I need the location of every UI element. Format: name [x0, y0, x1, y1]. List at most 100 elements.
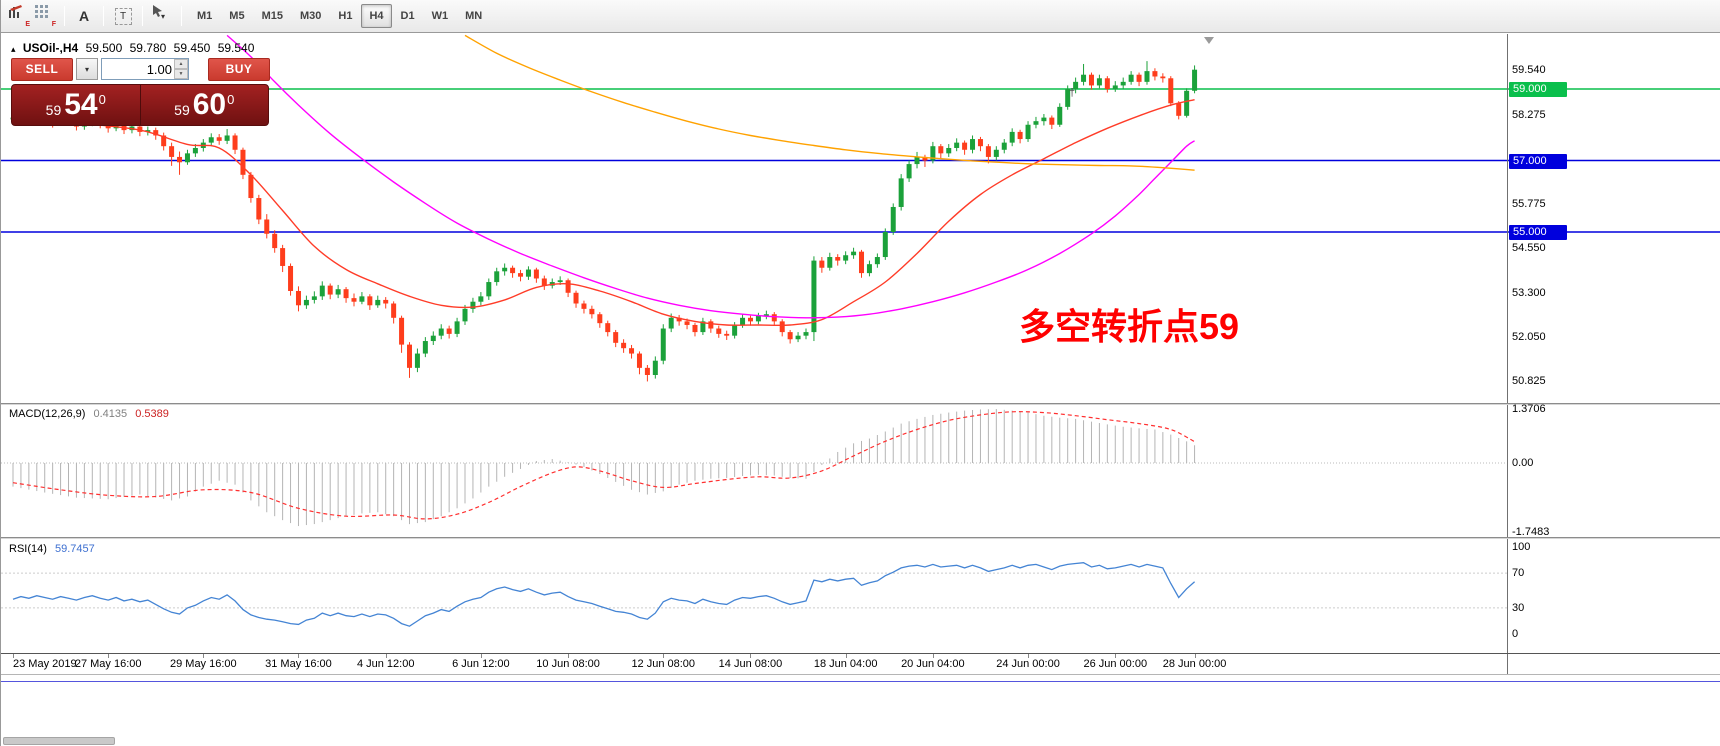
- time-tick: [568, 654, 570, 658]
- time-axis-label: 14 Jun 08:00: [718, 658, 783, 670]
- time-axis[interactable]: 23 May 2019 27 May 16:00 29 May 16:00 31 Ma…: [1, 654, 1720, 674]
- macd-signal-line: [12, 411, 1195, 520]
- price-axis-label: 50.825: [1512, 375, 1546, 388]
- time-axis-label: 31 May 16:00: [265, 658, 332, 670]
- buy-price-display[interactable]: 59 60 0: [139, 85, 269, 125]
- macd-value-main: 0.4135: [93, 408, 128, 420]
- timeframe-button-W1[interactable]: W1: [431, 10, 449, 22]
- time-axis-label: 26 Jun 00:00: [1083, 658, 1148, 670]
- time-axis-label: 4 Jun 12:00: [356, 658, 415, 670]
- price-axis-label: 53.300: [1512, 286, 1546, 299]
- macd-panel[interactable]: [1, 405, 1720, 537]
- rsi-line: [12, 562, 1196, 627]
- grid-icon: [35, 5, 48, 18]
- volume-input[interactable]: [101, 58, 189, 80]
- cursor-icon: [153, 5, 162, 17]
- timeframe-button-M15[interactable]: M15: [261, 10, 283, 22]
- time-tick: [298, 654, 300, 658]
- time-axis-label: 20 Jun 04:00: [901, 658, 965, 670]
- time-tick: [385, 654, 387, 658]
- macd-histogram: [12, 409, 1196, 527]
- icon-sub-e: E: [25, 21, 30, 28]
- rsi-chart: [1, 562, 1507, 627]
- symbol-arrow-icon: ▴: [11, 44, 16, 54]
- buy-price-sup: 0: [227, 91, 235, 107]
- time-tick: [845, 654, 847, 658]
- toolbar-separator: [103, 6, 104, 26]
- timeframe-button-H4[interactable]: H4: [361, 4, 392, 28]
- buy-button[interactable]: BUY: [208, 57, 270, 81]
- price-chart-panel[interactable]: [1, 34, 1720, 403]
- cross-marker: †: [1069, 87, 1076, 99]
- window-bottom-border: [1, 674, 1720, 675]
- volume-increase-button[interactable]: ▲: [174, 59, 188, 69]
- level-price-label: 59.000: [1509, 82, 1567, 97]
- bid-ask-display: 59 54 0 59 60 0: [11, 84, 269, 126]
- price-axis-label: 58.275: [1512, 108, 1546, 121]
- chart-symbol: USOil-,H4: [22, 41, 79, 55]
- price-axis-label: 52.050: [1512, 331, 1546, 344]
- buy-price-int: 59: [174, 102, 190, 118]
- time-axis-border: [1, 653, 1720, 654]
- ohlc-close: 59.540: [217, 41, 255, 55]
- time-tick: [203, 654, 205, 658]
- level-price-label: 55.000: [1509, 225, 1567, 240]
- macd-chart: [1, 409, 1507, 527]
- price-axis-label: 55.775: [1512, 198, 1546, 211]
- price-axis-label: 54.550: [1512, 242, 1546, 255]
- time-axis-label: 28 Jun 00:00: [1162, 658, 1227, 670]
- sell-button[interactable]: SELL: [11, 57, 73, 81]
- time-tick: [1194, 654, 1196, 658]
- candlestick-chart: [1, 34, 1720, 382]
- toolbar: E F A T ▾ M1 M5 M15 M30 H1 H4 D1 W1 MN: [1, 0, 1720, 33]
- price-scale-border: [1507, 34, 1508, 674]
- time-axis-label: 24 Jun 00:00: [996, 658, 1060, 670]
- chevron-down-icon: ▾: [84, 64, 89, 74]
- timeframe-button-MN[interactable]: MN: [465, 10, 483, 22]
- chart-template-icon[interactable]: E: [7, 3, 31, 29]
- text-tool-button[interactable]: T: [111, 3, 135, 29]
- timeframe-button-D1[interactable]: D1: [400, 10, 415, 22]
- time-tick: [1028, 654, 1030, 658]
- buy-price-dec: 60: [192, 88, 227, 121]
- chart-shift-marker[interactable]: [1204, 37, 1214, 44]
- time-axis-label: 29 May 16:00: [169, 658, 237, 670]
- window-edge-line: [1, 681, 1720, 682]
- price-axis-label: 59.540: [1512, 63, 1546, 76]
- timeframe-button-M5[interactable]: M5: [229, 10, 245, 22]
- rsi-axis-label: 0: [1512, 628, 1519, 640]
- time-tick: [480, 654, 482, 658]
- macd-axis-label: 0.00: [1512, 457, 1534, 469]
- panel-splitter[interactable]: [1, 537, 1720, 539]
- timeframe-button-M30[interactable]: M30: [299, 10, 322, 22]
- bar-chart-icon: [9, 5, 22, 18]
- time-tick: [750, 654, 752, 658]
- toolbar-separator: [142, 6, 143, 26]
- time-axis-label: 18 Jun 04:00: [813, 658, 878, 670]
- time-tick: [932, 654, 934, 658]
- rsi-panel[interactable]: [1, 540, 1720, 653]
- ohlc-low: 59.450: [173, 41, 211, 55]
- time-axis-label: 10 Jun 08:00: [536, 658, 600, 670]
- sell-price-dec: 54: [64, 88, 98, 121]
- chart-title: ▴ USOil-,H4 59.500 59.780 59.450 59.540: [11, 41, 258, 55]
- ohlc-high: 59.780: [129, 41, 167, 55]
- time-tick: [13, 654, 14, 658]
- chart-annotation-text: 多空转折点59: [1019, 306, 1240, 347]
- macd-axis-label: 1.3706: [1512, 402, 1546, 415]
- text-label-button[interactable]: A: [72, 3, 96, 29]
- letter-t-icon: T: [114, 7, 132, 25]
- drawing-tools-dropdown[interactable]: ▾: [150, 3, 174, 29]
- moving-average-ma-medium: [226, 34, 1195, 319]
- volume-decrease-button[interactable]: ▼: [174, 69, 188, 79]
- sell-price-display[interactable]: 59 54 0: [12, 85, 140, 125]
- time-axis-label: 12 Jun 08:00: [631, 658, 696, 670]
- timeframe-button-H1[interactable]: H1: [338, 10, 353, 22]
- timeframe-button-M1[interactable]: M1: [197, 10, 213, 22]
- horizontal-scrollbar-thumb[interactable]: [3, 737, 115, 745]
- panel-splitter[interactable]: [1, 403, 1720, 405]
- volume-dropdown-button[interactable]: ▾: [76, 58, 98, 80]
- indicator-grid-icon[interactable]: F: [33, 3, 57, 29]
- time-tick: [108, 654, 110, 658]
- letter-a-icon: A: [78, 8, 90, 24]
